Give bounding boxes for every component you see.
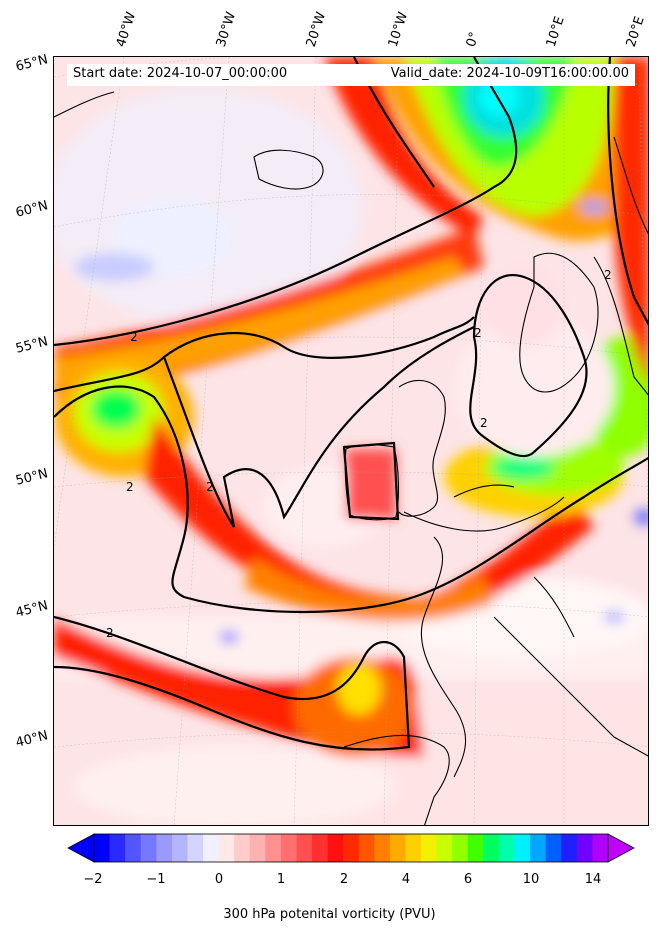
colorbar-swatch [296,834,313,862]
colorbar-swatch [452,834,469,862]
colorbar-tick-label: −2 [83,872,103,887]
colorbar-under-extension [67,833,95,863]
colorbar-tick-label: 0 [214,872,224,887]
colorbar-swatch [265,834,282,862]
colorbar-frame [93,833,609,863]
colorbar-swatch [312,834,329,862]
contour-label: 2 [480,416,488,430]
contour-label: 2 [126,480,134,494]
colorbar-swatch [389,834,407,862]
colorbar-swatch [234,834,251,862]
start-date-label: Start date: 2024-10-07_00:00:00 [73,66,288,81]
colorbar-swatch [514,834,531,862]
lat-label-55n: 55°N [14,334,50,357]
colorbar-tick-label: 10 [522,872,540,887]
lat-label-45n: 45°N [14,598,50,621]
colorbar-swatch [109,834,126,862]
colorbar-swatch [343,834,360,862]
colorbar-swatch [561,834,578,862]
colorbar-swatch [545,834,562,862]
colorbar-swatch [576,834,593,862]
colorbar-swatch [249,834,266,862]
colorbar [67,833,635,863]
valid-date-label: Valid_date: 2024-10-09T16:00:00.00 [390,66,629,81]
colorbar-tick-label: 6 [463,872,473,887]
colorbar-swatch [467,834,484,862]
colorbar-tick-label: 1 [276,872,286,887]
lon-label-20e: 20°E [623,14,648,50]
lon-label-0: 0° [463,30,483,49]
lon-label-40w: 40°W [113,10,140,49]
colorbar-swatch [530,834,547,862]
colorbar-swatch [171,834,188,862]
map-panel: 2 2 2 2 2 2 2 [53,56,649,826]
colorbar-swatch [358,834,375,862]
colorbar-swatch [218,834,235,862]
colorbar-swatch [374,834,391,862]
contour-label: 2 [474,326,482,340]
lon-label-30w: 30°W [213,10,240,49]
colorbar-swatch [156,834,173,862]
lon-label-10e: 10°E [543,14,568,50]
colorbar-swatch [436,834,453,862]
colorbar-tick-label: 2 [339,872,349,887]
colorbar-tick-label: 14 [584,872,602,887]
colorbar-swatch [421,834,438,862]
colorbar-swatch [187,834,204,862]
coastlines [54,91,648,825]
potential-vorticity-map: 2 2 2 2 2 2 2 [54,57,648,825]
lon-label-10w: 10°W [385,10,412,49]
colorbar-label: 300 hPa potenital vorticity (PVU) [223,907,436,922]
lon-label-20w: 20°W [303,10,330,49]
colorbar-swatch [498,834,516,862]
colorbar-over-extension [607,833,635,863]
colorbar-swatch [483,834,500,862]
date-header: Start date: 2024-10-07_00:00:00 Valid_da… [67,64,635,86]
contour-label: 2 [130,330,138,344]
colorbar-swatch [280,834,297,862]
colorbar-swatch [203,834,220,862]
colorbar-swatch [125,834,142,862]
colorbar-swatch [327,834,344,862]
lat-label-65n: 65°N [14,52,50,75]
colorbar-tick-label: 4 [401,872,411,887]
lat-label-60n: 60°N [14,198,50,221]
contour-label: 2 [604,268,612,282]
contour-label: 2 [206,480,214,494]
lat-label-40n: 40°N [14,728,50,751]
colorbar-swatch [140,834,157,862]
colorbar-swatch [592,834,609,862]
colorbar-tick-label: −1 [146,872,166,887]
colorbar-swatch [94,834,111,862]
colorbar-swatch [405,834,422,862]
contour-label: 2 [106,626,114,640]
lat-label-50n: 50°N [14,466,50,489]
